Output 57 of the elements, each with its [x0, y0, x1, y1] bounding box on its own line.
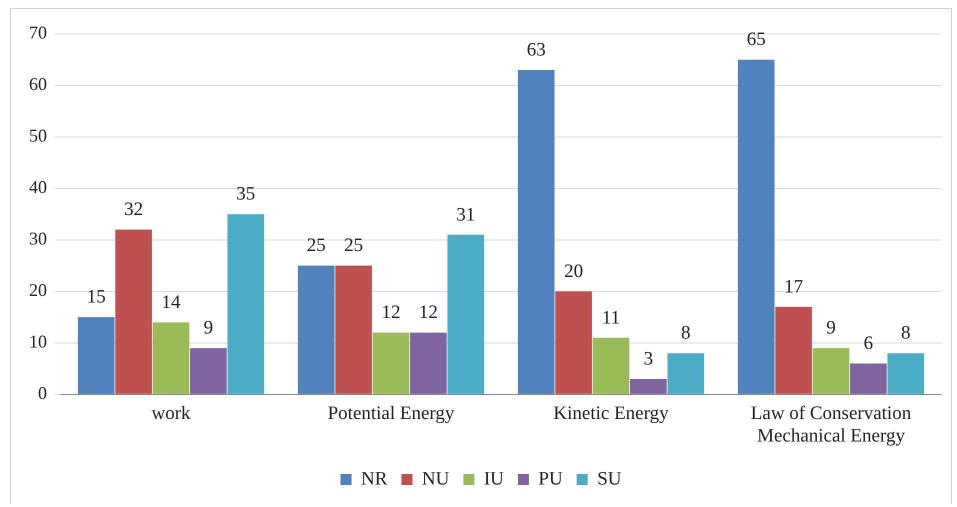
legend-label: SU [597, 468, 622, 490]
data-label: 20 [564, 260, 584, 282]
bar [555, 291, 592, 394]
bar [592, 338, 630, 394]
bar [667, 353, 704, 394]
y-tick-label: 20 [29, 280, 47, 300]
bar [518, 70, 555, 394]
data-label: 6 [864, 332, 874, 354]
data-label: 25 [306, 235, 326, 256]
y-tick-label: 70 [29, 22, 47, 43]
bar [227, 214, 264, 394]
data-label: 9 [826, 318, 836, 339]
bar [887, 353, 924, 394]
bar [410, 332, 447, 394]
bar [812, 348, 850, 394]
data-label: 3 [644, 348, 654, 370]
data-label: 17 [784, 276, 804, 298]
data-label: 32 [124, 199, 144, 220]
x-tick-label: Kinetic Energy [553, 402, 670, 424]
bar [447, 234, 484, 394]
data-label: 9 [204, 318, 214, 339]
legend-label: NR [361, 468, 388, 490]
bar [372, 332, 410, 394]
y-tick-label: 10 [29, 332, 47, 352]
data-label: 14 [162, 292, 181, 313]
bar [152, 322, 190, 394]
data-label: 65 [746, 29, 766, 50]
bar [335, 266, 372, 394]
y-tick-label: 60 [29, 74, 47, 94]
data-label: 25 [344, 235, 364, 256]
legend-label: NU [422, 468, 450, 490]
data-label: 8 [681, 322, 691, 344]
data-label: 8 [901, 322, 911, 344]
bar [850, 364, 887, 394]
x-tick-label: work [151, 402, 192, 424]
data-label: 35 [236, 184, 256, 205]
y-tick-label: 0 [38, 383, 47, 404]
data-label: 15 [86, 286, 106, 308]
data-label: 12 [418, 302, 438, 324]
bar [775, 306, 812, 394]
bar [78, 317, 115, 394]
legend-label: PU [538, 468, 563, 490]
y-tick-label: 40 [29, 177, 47, 198]
bar [190, 348, 227, 394]
legend-label: IU [484, 468, 504, 490]
data-label: 31 [456, 204, 476, 226]
bar [738, 60, 775, 394]
bar [115, 230, 152, 394]
bar [630, 378, 667, 394]
bar [298, 266, 335, 394]
data-label: 11 [602, 307, 620, 328]
data-label: 63 [526, 40, 546, 61]
x-tick-label: Potential Energy [328, 402, 455, 424]
y-tick-label: 50 [29, 126, 47, 146]
x-tick-label: Law of Conservation Mechanical Energy [750, 402, 912, 447]
data-label: 12 [382, 302, 400, 324]
y-tick-label: 30 [29, 228, 47, 249]
